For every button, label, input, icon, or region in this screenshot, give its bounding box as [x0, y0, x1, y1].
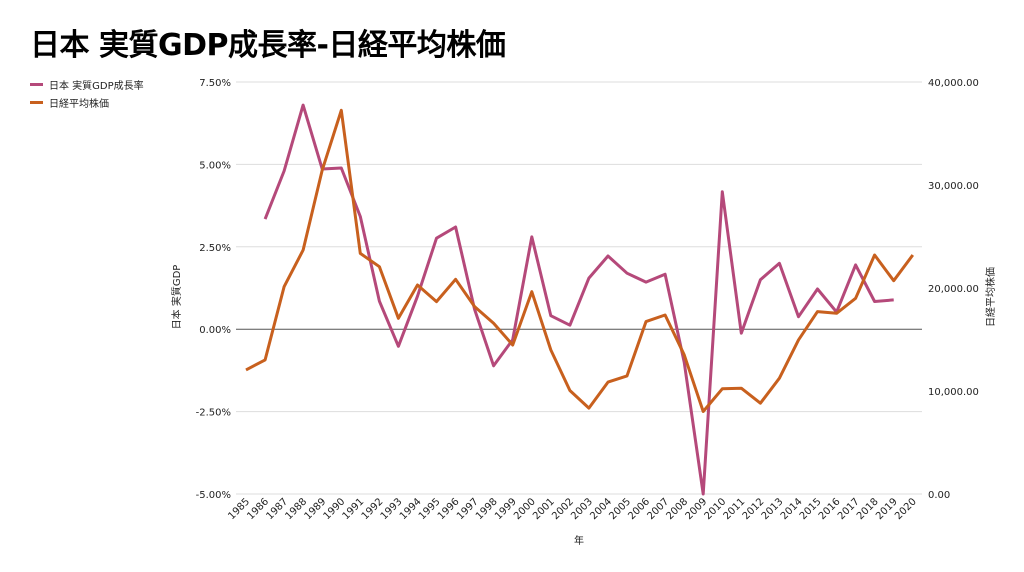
y-right-tick-label: 30,000.00: [928, 181, 979, 192]
y-right-tick-label: 20,000.00: [928, 284, 979, 295]
y-right-tick-label: 40,000.00: [928, 78, 979, 89]
legend-item-nikkei: 日経平均株価: [30, 95, 109, 110]
y-left-tick-label: -2.50%: [196, 408, 231, 419]
legend-item-gdp: 日本 実質GDP成長率: [30, 77, 144, 92]
y-left-tick-label: -5.00%: [196, 490, 231, 501]
y-right-tick-label: 10,000.00: [928, 387, 979, 398]
series-line-nikkei: [245, 108, 915, 413]
legend-label-gdp: 日本 実質GDP成長率: [49, 81, 144, 92]
y-left-tick-label: 7.50%: [199, 78, 231, 89]
series-line-gdp: [263, 103, 894, 496]
y-axis-left-label: 日本 実質GDP: [170, 265, 183, 330]
y-left-tick-label: 0.00%: [199, 325, 231, 336]
y-left-tick-label: 2.50%: [199, 243, 231, 254]
legend-swatch-nikkei: [30, 101, 43, 104]
y-right-tick-label: 0.00: [928, 490, 950, 501]
x-axis-label: 年: [574, 534, 584, 547]
legend-swatch-gdp: [30, 83, 43, 86]
y-left-tick-label: 5.00%: [199, 160, 231, 171]
x-tick-label: 2020: [893, 496, 919, 522]
y-axis-right-label: 日経平均株価: [984, 267, 997, 327]
chart-title: 日本 実質GDP成長率-日経平均株価: [30, 28, 506, 63]
legend-label-nikkei: 日経平均株価: [49, 99, 109, 110]
